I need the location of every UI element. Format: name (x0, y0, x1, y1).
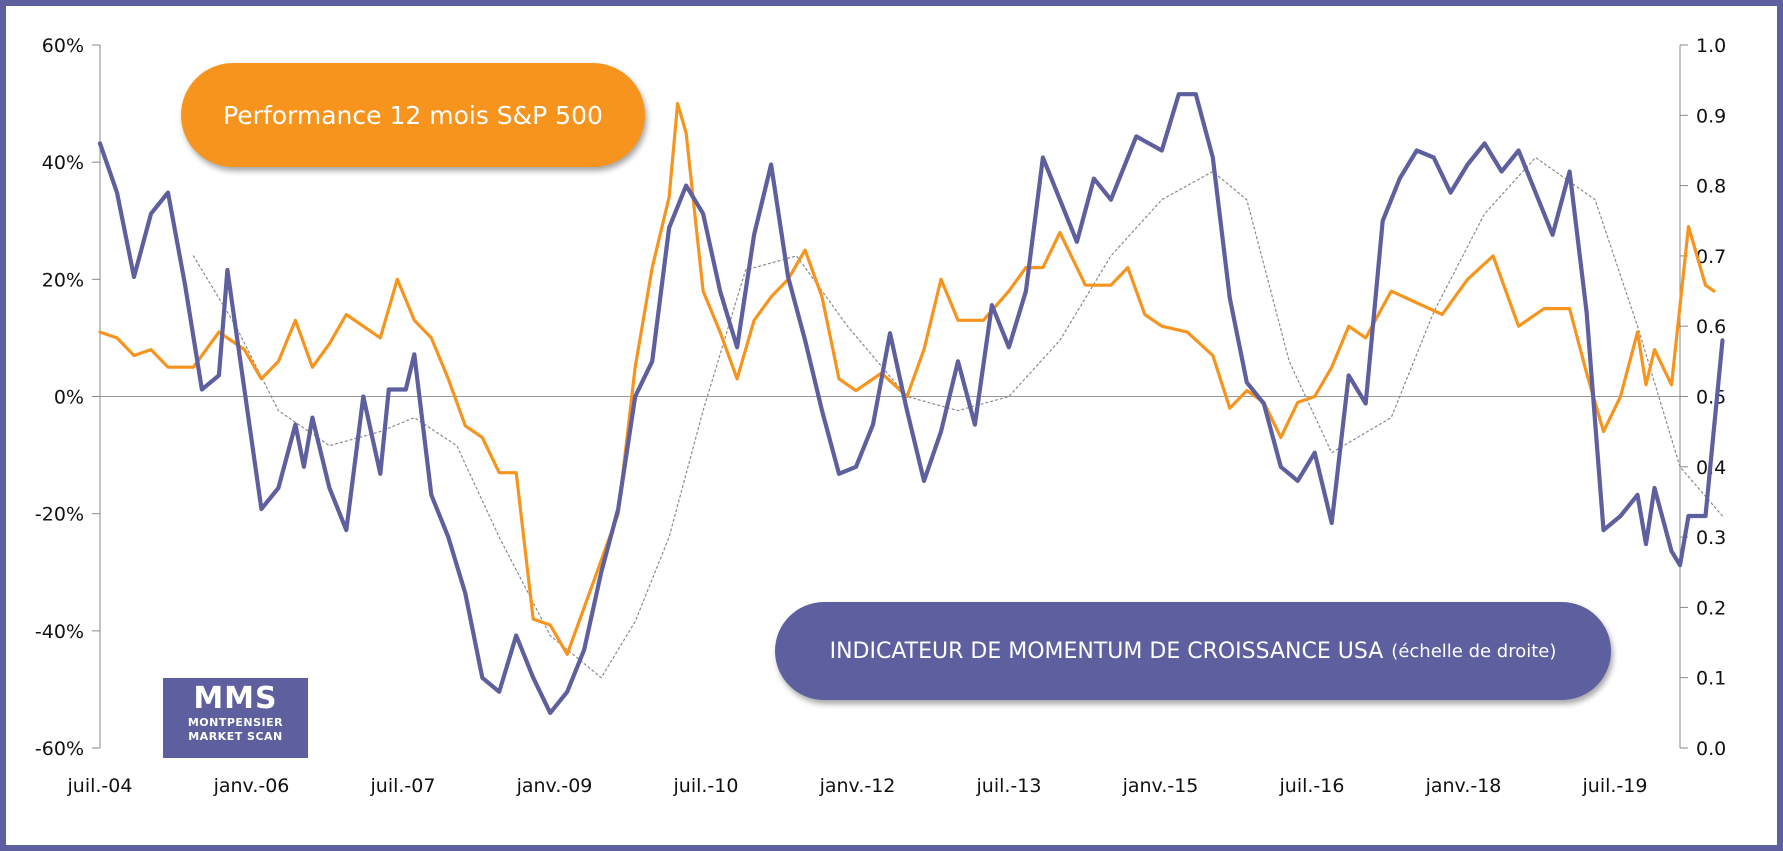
right-tick-label: 0.7 (1696, 246, 1726, 268)
left-tick-label: -60% (35, 738, 84, 760)
left-tick-label: -40% (35, 621, 84, 643)
logo-line2: MARKET SCAN (188, 730, 283, 743)
sp500-line (98, 101, 1716, 656)
right-tick-label: 0.8 (1696, 176, 1726, 198)
right-tick-label: 0.0 (1696, 738, 1726, 760)
indicator-line (97, 92, 1725, 716)
sp500-series-label: Performance 12 mois S&P 500 (181, 63, 645, 167)
x-tick-label: janv.-06 (213, 775, 290, 797)
right-tick-label: 0.3 (1696, 527, 1726, 549)
left-tick-label: -20% (35, 504, 84, 526)
right-tick-label: 0.2 (1696, 597, 1726, 619)
axes: 60% 40% 20% 0% -20% -40% -60% 1.0 0.9 0.8 0.7 0.6 0.… (35, 35, 1726, 797)
x-tick-label: juil.-04 (67, 775, 133, 797)
sp500-label-text: Performance 12 mois S&P 500 (223, 100, 603, 130)
x-tick-label: janv.-18 (1425, 775, 1502, 797)
right-tick-label: 0.6 (1696, 316, 1726, 338)
logo-line1: MONTPENSIER (187, 716, 284, 729)
x-tick-label: juil.-16 (1279, 775, 1345, 797)
x-tick-label: juil.-07 (370, 775, 436, 797)
logo-title: MMS (193, 681, 278, 716)
x-tick-label: janv.-15 (1122, 775, 1199, 797)
left-tick-label: 60% (42, 35, 84, 57)
series-lines (97, 92, 1725, 716)
x-tick-label: janv.-12 (819, 775, 896, 797)
indicator-smoothed-line (192, 156, 1724, 679)
indicator-label-text: INDICATEUR DE MOMENTUM DE CROISSANCE USA (829, 638, 1384, 664)
indicator-series-label: INDICATEUR DE MOMENTUM DE CROISSANCE USA… (775, 602, 1611, 700)
right-tick-label: 0.9 (1696, 105, 1726, 127)
left-tick-label: 0% (54, 387, 84, 409)
right-tick-label: 0.5 (1696, 387, 1726, 409)
x-tick-label: janv.-09 (516, 775, 593, 797)
mms-logo: MMS MONTPENSIER MARKET SCAN (163, 678, 308, 758)
x-tick-label: juil.-13 (976, 775, 1042, 797)
indicator-label-note: (échelle de droite) (1391, 640, 1557, 662)
right-tick-label: 1.0 (1696, 35, 1726, 57)
x-tick-label: juil.-19 (1582, 775, 1648, 797)
left-tick-label: 40% (42, 152, 84, 174)
left-tick-label: 20% (42, 269, 84, 291)
right-tick-label: 0.1 (1696, 668, 1726, 690)
x-tick-label: juil.-10 (673, 775, 739, 797)
